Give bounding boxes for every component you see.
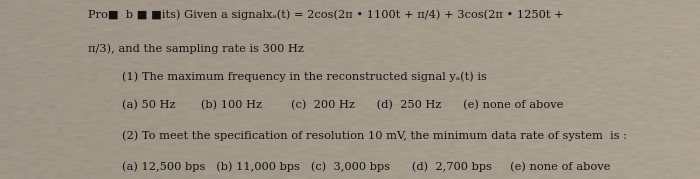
Text: (2) To meet the specification of resolution 10 mV, the minimum data rate of syst: (2) To meet the specification of resolut…	[122, 131, 627, 141]
Text: (1) The maximum frequency in the reconstructed signal yₐ(t) is: (1) The maximum frequency in the reconst…	[122, 72, 487, 82]
Text: Pro■  b ■ ■its) Given a signalxₐ(t) = 2cos(2π • 1100t + π/4) + 3cos(2π • 1250t +: Pro■ b ■ ■its) Given a signalxₐ(t) = 2co…	[88, 9, 564, 20]
Text: (a) 12,500 bps   (b) 11,000 bps   (c)  3,000 bps      (d)  2,700 bps     (e) non: (a) 12,500 bps (b) 11,000 bps (c) 3,000 …	[122, 161, 611, 172]
Text: π/3), and the sampling rate is 300 Hz: π/3), and the sampling rate is 300 Hz	[88, 43, 303, 54]
Text: (a) 50 Hz       (b) 100 Hz        (c)  200 Hz      (d)  250 Hz      (e) none of : (a) 50 Hz (b) 100 Hz (c) 200 Hz (d) 250 …	[122, 100, 564, 111]
